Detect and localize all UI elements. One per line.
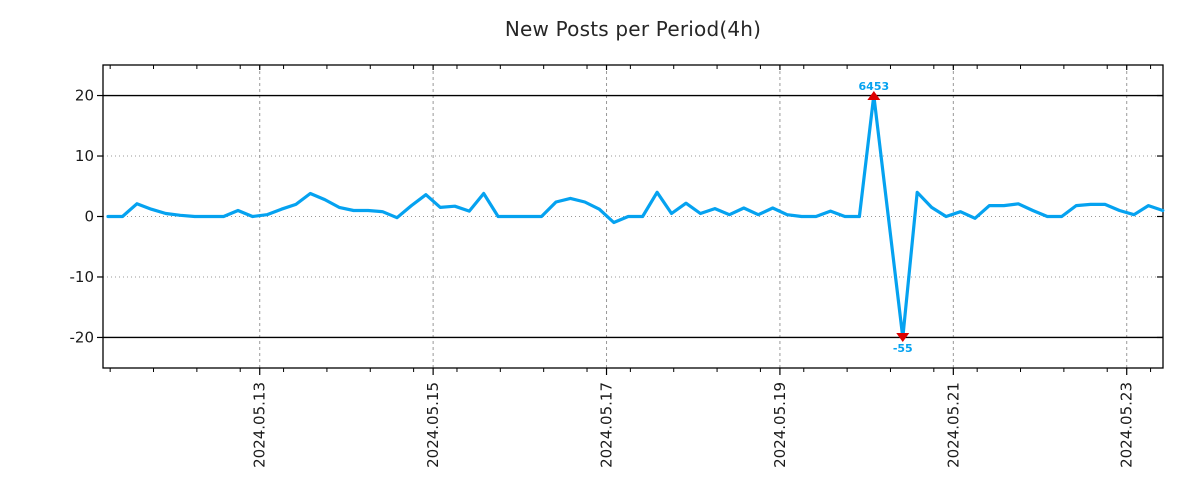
x-tick-label: 2024.05.17 bbox=[598, 382, 616, 468]
peak-marker bbox=[867, 91, 881, 101]
x-tick-label: 2024.05.23 bbox=[1118, 382, 1136, 468]
chart-title: New Posts per Period(4h) bbox=[504, 17, 762, 41]
y-tick-label: 0 bbox=[84, 208, 94, 226]
y-tick-label: 10 bbox=[75, 147, 94, 165]
peak-annotation: 6453 bbox=[859, 80, 890, 93]
data-line bbox=[106, 93, 1165, 340]
y-tick-label: -10 bbox=[70, 268, 95, 286]
x-tick-label: 2024.05.15 bbox=[424, 382, 442, 468]
plot-frame bbox=[102, 64, 1164, 369]
trough-annotation: -55 bbox=[893, 342, 913, 355]
y-tick-label: -20 bbox=[70, 329, 95, 347]
x-tick-label: 2024.05.19 bbox=[771, 382, 789, 468]
trough-marker bbox=[896, 332, 910, 342]
x-tick-label: 2024.05.13 bbox=[251, 382, 269, 468]
x-tick-label: 2024.05.21 bbox=[944, 382, 962, 468]
y-tick-label: 20 bbox=[75, 87, 94, 105]
